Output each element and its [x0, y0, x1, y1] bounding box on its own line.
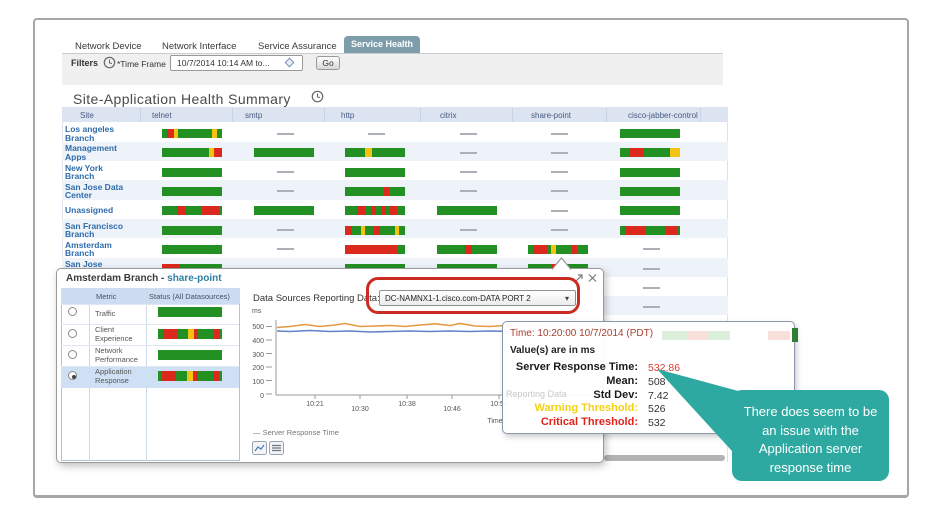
svg-text:10:21: 10:21: [306, 401, 324, 408]
svg-text:400: 400: [252, 338, 264, 345]
svg-text:10:46: 10:46: [443, 406, 461, 413]
svg-text:10:30: 10:30: [351, 406, 369, 413]
svg-text:200: 200: [252, 365, 264, 372]
svg-text:Time: Time: [487, 418, 502, 425]
svg-text:100: 100: [252, 379, 264, 386]
svg-text:10:38: 10:38: [398, 401, 416, 408]
svg-text:10:54: 10:54: [490, 401, 508, 408]
svg-text:ms: ms: [252, 308, 262, 315]
svg-text:— Server Response Time: — Server Response Time: [253, 428, 339, 437]
svg-text:0: 0: [260, 393, 264, 400]
svg-text:300: 300: [252, 352, 264, 359]
svg-text:500: 500: [252, 324, 264, 331]
